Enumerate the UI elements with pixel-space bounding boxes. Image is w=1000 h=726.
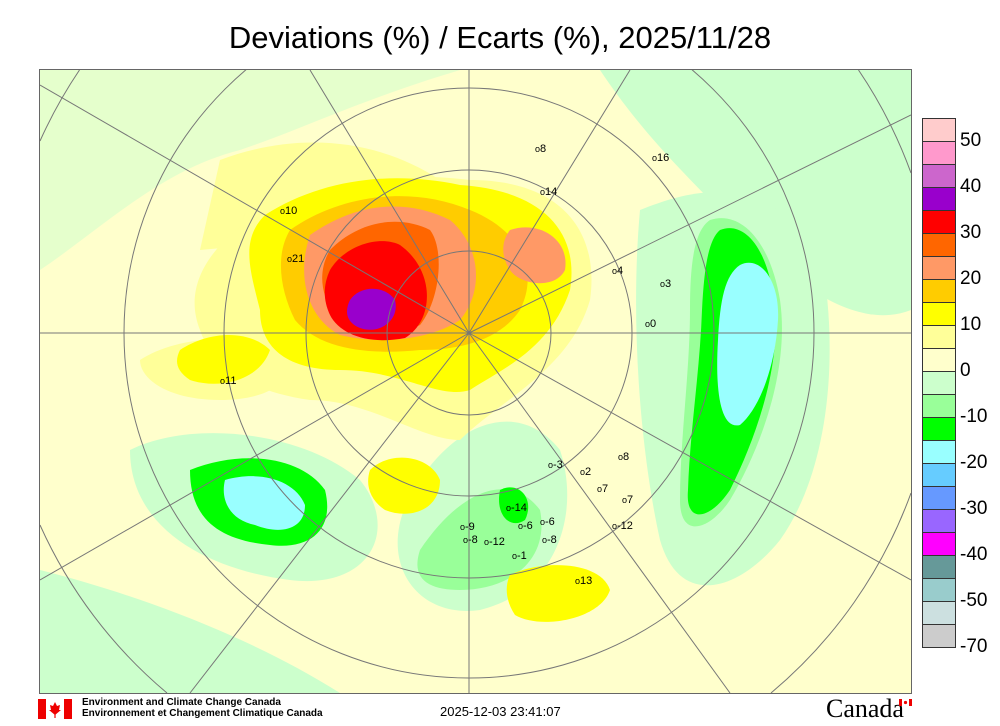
station-value: -14: [506, 502, 527, 514]
legend-swatch: [922, 579, 956, 602]
station-value: 14: [540, 186, 557, 198]
legend-swatch: [922, 326, 956, 349]
station-value: 3: [660, 278, 671, 290]
legend-swatch: [922, 234, 956, 257]
deviation-map: 10 21 11 8 14 16 4 3 0 -3 2 8 7 7 -14 -9…: [39, 69, 912, 694]
legend-swatch: [922, 510, 956, 533]
station-value: -6: [518, 520, 533, 532]
legend-swatch: [922, 188, 956, 211]
canada-wordmark: Canada: [826, 694, 904, 723]
station-value: 11: [220, 375, 236, 387]
station-value: -6: [540, 516, 555, 528]
legend-swatch: [922, 257, 956, 280]
station-value: 7: [622, 494, 633, 506]
legend-swatch: [922, 556, 956, 579]
legend-label: -70: [960, 636, 988, 657]
station-value: -1: [512, 550, 527, 562]
legend-label: -10: [960, 406, 988, 427]
map-shading: [40, 70, 911, 693]
legend-swatch: [922, 303, 956, 326]
station-value: 7: [597, 483, 608, 495]
station-value: -3: [548, 459, 563, 471]
polar-grid: [40, 70, 911, 693]
station-value: 16: [652, 152, 669, 164]
legend-swatch: [922, 280, 956, 303]
legend-label: 30: [960, 222, 982, 243]
legend-swatch: [922, 395, 956, 418]
legend-label: 20: [960, 268, 982, 289]
legend-swatch: [922, 533, 956, 556]
legend-swatch: [922, 487, 956, 510]
org-name-fr: Environnement et Changement Climatique C…: [82, 708, 323, 719]
station-value: 10: [280, 205, 297, 217]
station-value: -8: [542, 534, 557, 546]
station-value: 8: [618, 451, 629, 463]
legend-swatch: [922, 372, 956, 395]
legend-label: -20: [960, 452, 988, 473]
station-value: 0: [645, 318, 656, 330]
station-value: 4: [612, 265, 623, 277]
legend-label: 0: [960, 360, 971, 381]
legend-label: 40: [960, 176, 982, 197]
legend-label: 10: [960, 314, 982, 335]
legend-label: 50: [960, 130, 982, 151]
legend-label: -30: [960, 498, 988, 519]
station-value: 21: [287, 253, 304, 265]
station-value: 13: [575, 575, 592, 587]
color-legend: [922, 118, 956, 648]
station-value: -9: [460, 521, 475, 533]
canada-flag-icon: [38, 699, 72, 719]
station-value: -8: [463, 534, 478, 546]
legend-swatch: [922, 349, 956, 372]
station-value: 8: [535, 143, 546, 155]
station-value: -12: [612, 520, 633, 532]
legend-swatch: [922, 464, 956, 487]
legend-swatch: [922, 142, 956, 165]
legend-label: -50: [960, 590, 988, 611]
legend-swatch: [922, 118, 956, 142]
wordmark-flag-icon: [899, 699, 912, 706]
timestamp: 2025-12-03 23:41:07: [440, 704, 561, 719]
legend-label: -40: [960, 544, 988, 565]
legend-swatch: [922, 418, 956, 441]
organization-name: Environment and Climate Change Canada En…: [82, 697, 323, 719]
station-value: -12: [484, 536, 505, 548]
legend-swatch: [922, 602, 956, 625]
org-name-en: Environment and Climate Change Canada: [82, 697, 281, 708]
legend-swatch: [922, 165, 956, 188]
chart-title: Deviations (%) / Ecarts (%), 2025/11/28: [228, 20, 772, 55]
station-value: 2: [580, 466, 591, 478]
legend-swatch: [922, 441, 956, 464]
legend-swatch: [922, 625, 956, 648]
legend-swatch: [922, 211, 956, 234]
